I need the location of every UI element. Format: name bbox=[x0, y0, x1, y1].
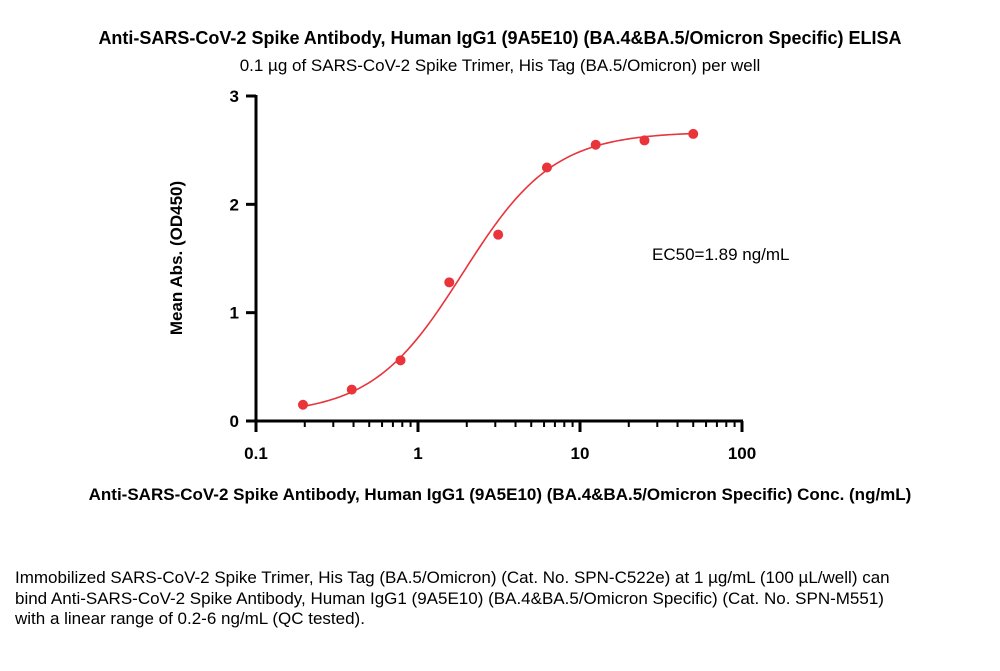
ec50-annotation: EC50=1.89 ng/mL bbox=[652, 245, 790, 264]
data-point bbox=[444, 277, 455, 288]
elisa-chart: Anti-SARS-CoV-2 Spike Antibody, Human Ig… bbox=[89, 28, 912, 504]
data-point bbox=[541, 162, 552, 173]
fit-curve-layer bbox=[302, 132, 694, 408]
y-tick-label: 1 bbox=[230, 304, 239, 323]
data-point bbox=[688, 128, 699, 139]
axes: 0 1 2 3 0.1 1 10 100 bbox=[230, 87, 757, 463]
data-point bbox=[493, 229, 504, 240]
x-tick-label: 1 bbox=[413, 444, 422, 463]
data-point bbox=[590, 139, 601, 150]
data-point bbox=[639, 135, 650, 146]
data-point bbox=[346, 384, 357, 395]
data-point bbox=[297, 399, 308, 410]
x-tick-label: 100 bbox=[728, 444, 756, 463]
y-tick-label: 3 bbox=[230, 87, 239, 106]
y-tick-label: 0 bbox=[230, 412, 239, 431]
x-tick-label: 10 bbox=[571, 444, 590, 463]
data-points-layer bbox=[297, 128, 699, 410]
x-tick-label: 0.1 bbox=[244, 444, 268, 463]
caption-text: Immobilized SARS-CoV-2 Spike Trimer, His… bbox=[15, 568, 890, 628]
chart-title: Anti-SARS-CoV-2 Spike Antibody, Human Ig… bbox=[98, 28, 901, 48]
y-axis-label: Mean Abs. (OD450) bbox=[167, 181, 186, 335]
data-point bbox=[395, 355, 406, 366]
x-axis-label: Anti-SARS-CoV-2 Spike Antibody, Human Ig… bbox=[89, 485, 912, 504]
fit-curve bbox=[302, 132, 694, 408]
y-tick-label: 2 bbox=[230, 195, 239, 214]
chart-subtitle: 0.1 µg of SARS-CoV-2 Spike Trimer, His T… bbox=[240, 56, 761, 75]
